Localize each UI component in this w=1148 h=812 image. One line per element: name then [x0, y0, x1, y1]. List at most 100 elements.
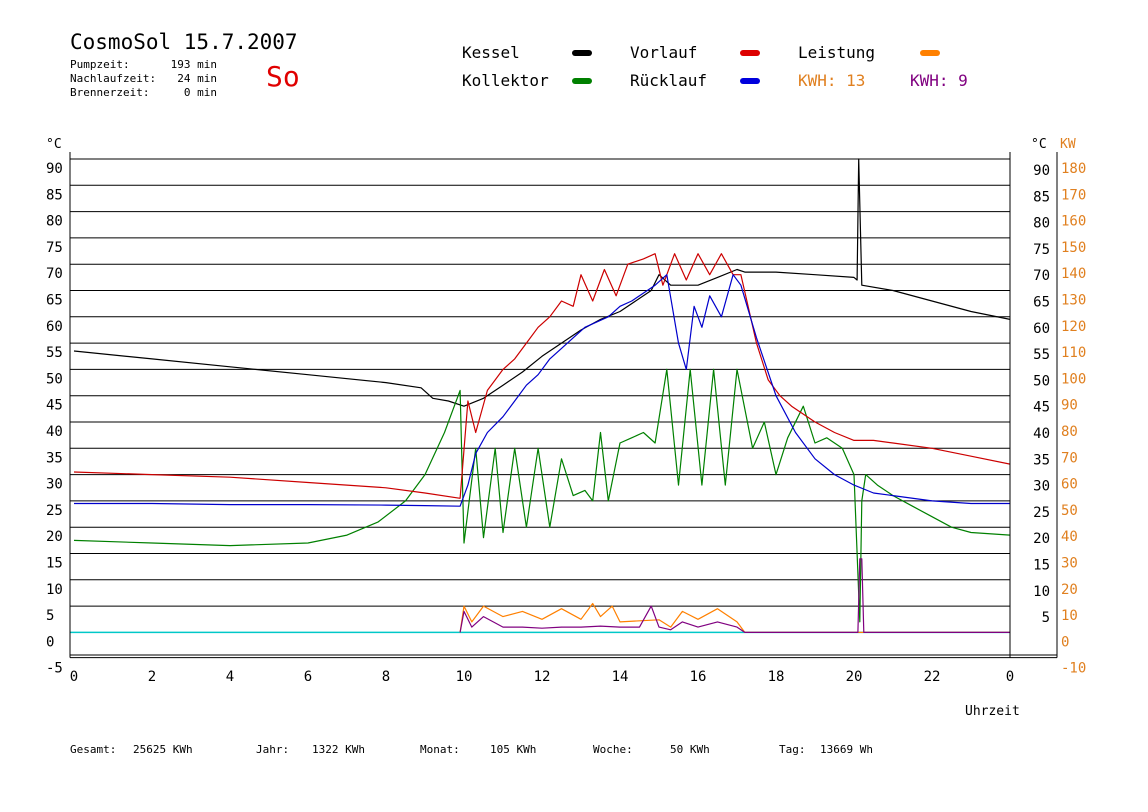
y-axis-unit-kw: KW	[1060, 137, 1076, 152]
y-tick-label-left: 0	[46, 634, 54, 650]
y-tick-label-left: 35	[46, 450, 63, 466]
x-axis-label: Uhrzeit	[965, 704, 1020, 719]
y-tick-label-left: 10	[46, 582, 63, 598]
footer-monat-value: 105 KWh	[490, 743, 537, 756]
stat-value-nachlaufzeit: 24 min	[177, 72, 217, 85]
footer-tag-label: Tag:	[779, 743, 806, 756]
x-tick-label: 4	[226, 669, 234, 685]
y-tick-label-kw: 130	[1061, 293, 1086, 309]
y-tick-label-kw: 70	[1061, 450, 1078, 466]
legend-kwh-second: KWH: 9	[910, 71, 968, 90]
y-tick-label-left: 75	[46, 240, 63, 256]
chart-title: CosmoSol 15.7.2007	[70, 30, 298, 54]
series-line-ruecklauf	[74, 274, 1010, 507]
stat-label-pumpzeit: Pumpzeit:	[70, 58, 130, 71]
footer-monat-label: Monat:	[420, 743, 460, 756]
footer-woche-label: Woche:	[593, 743, 633, 756]
y-tick-label-left: 15	[46, 556, 63, 572]
y-tick-label-kw: 50	[1061, 503, 1078, 519]
y-tick-label-kw: 0	[1061, 634, 1069, 650]
y-tick-label-right: 20	[1033, 531, 1050, 547]
y-tick-label-right: 80	[1033, 216, 1050, 232]
x-tick-label: 8	[382, 669, 390, 685]
x-tick-label: 14	[612, 669, 629, 685]
y-tick-label-left: 45	[46, 398, 63, 414]
chart-series	[70, 158, 1011, 634]
legend-vorlauf-label: Vorlauf	[630, 43, 698, 62]
series-line-kollektor	[73, 368, 1011, 623]
x-tick-label: 18	[768, 669, 785, 685]
y-axis-unit-right: °C	[1031, 137, 1047, 152]
stat-value-brennerzeit: 0 min	[183, 86, 217, 99]
y-tick-label-kw: 180	[1061, 161, 1086, 177]
y-tick-label-right: 35	[1033, 452, 1050, 468]
legend-vorlauf-swatch	[740, 50, 760, 56]
y-tick-label-left: 55	[46, 345, 63, 361]
y-axis-unit-left: °C	[46, 137, 62, 152]
y-tick-label-right: 70	[1033, 268, 1050, 284]
y-tick-label-right: 60	[1033, 321, 1050, 337]
stat-label-nachlaufzeit: Nachlaufzeit:	[70, 72, 157, 85]
legend-kessel-label: Kessel	[462, 43, 520, 62]
y-tick-label-left: 5	[46, 608, 54, 624]
y-tick-label-right: 50	[1033, 373, 1050, 389]
y-tick-label-right: 5	[1042, 610, 1050, 626]
x-tick-label: 0	[1006, 669, 1014, 685]
y-tick-label-left: 85	[46, 187, 63, 203]
footer-jahr-label: Jahr:	[256, 743, 290, 756]
x-tick-label: 0	[70, 669, 78, 685]
x-tick-label: 2	[148, 669, 156, 685]
footer-woche-value: 50 KWh	[670, 743, 710, 756]
y-tick-label-kw: 40	[1061, 529, 1078, 545]
y-tick-label-right: 75	[1033, 242, 1050, 258]
y-tick-label-kw: 110	[1061, 345, 1086, 361]
chart-tick-labels: 908580757065605550454035302520151050-590…	[46, 161, 1086, 685]
y-tick-label-left: 20	[46, 529, 63, 545]
chart-gridlines	[70, 158, 1010, 607]
y-tick-label-kw: 30	[1061, 556, 1078, 572]
footer-gesamt-label: Gesamt:	[70, 743, 117, 756]
y-tick-label-kw: 80	[1061, 424, 1078, 440]
y-tick-label-left: -5	[46, 661, 63, 677]
series-line-kessel	[73, 158, 1011, 407]
y-tick-label-right: 10	[1033, 584, 1050, 600]
footer-gesamt-value: 25625 KWh	[133, 743, 193, 756]
x-tick-label: 16	[690, 669, 707, 685]
legend-kollektor-label: Kollektor	[462, 71, 549, 90]
y-tick-label-left: 65	[46, 293, 63, 309]
y-tick-label-left: 25	[46, 503, 63, 519]
y-tick-label-kw: -10	[1061, 661, 1086, 677]
y-tick-label-right: 45	[1033, 400, 1050, 416]
y-tick-label-kw: 150	[1061, 240, 1086, 256]
y-tick-label-right: 85	[1033, 189, 1050, 205]
legend-leistung-swatch	[920, 50, 940, 56]
x-tick-label: 20	[846, 669, 863, 685]
y-tick-label-left: 80	[46, 214, 63, 230]
legend-ruecklauf-swatch	[740, 78, 760, 84]
y-tick-label-left: 60	[46, 319, 63, 335]
legend-kwh-total: KWH: 13	[798, 71, 866, 90]
y-tick-label-left: 70	[46, 266, 63, 282]
y-tick-label-kw: 120	[1061, 319, 1086, 335]
y-tick-label-kw: 90	[1061, 398, 1078, 414]
footer-tag-value: 13669 Wh	[820, 743, 873, 756]
y-tick-label-kw: 170	[1061, 187, 1086, 203]
x-tick-label: 12	[534, 669, 551, 685]
y-tick-label-left: 90	[46, 161, 63, 177]
x-tick-label: 6	[304, 669, 312, 685]
y-tick-label-right: 90	[1033, 163, 1050, 179]
series-line-leistung	[459, 602, 1010, 634]
y-tick-label-right: 65	[1033, 295, 1050, 311]
y-tick-label-right: 15	[1033, 558, 1050, 574]
y-tick-label-right: 30	[1033, 479, 1050, 495]
legend-kollektor-swatch	[572, 78, 592, 84]
legend-kessel-swatch	[572, 50, 592, 56]
footer-jahr-value: 1322 KWh	[312, 743, 365, 756]
stat-value-pumpzeit: 193 min	[170, 58, 217, 71]
legend-leistung-label: Leistung	[798, 43, 876, 62]
y-tick-label-kw: 60	[1061, 477, 1078, 493]
legend-ruecklauf-label: Rücklauf	[630, 71, 708, 90]
x-tick-label: 10	[456, 669, 473, 685]
y-tick-label-left: 30	[46, 477, 63, 493]
y-tick-label-kw: 10	[1061, 608, 1078, 624]
